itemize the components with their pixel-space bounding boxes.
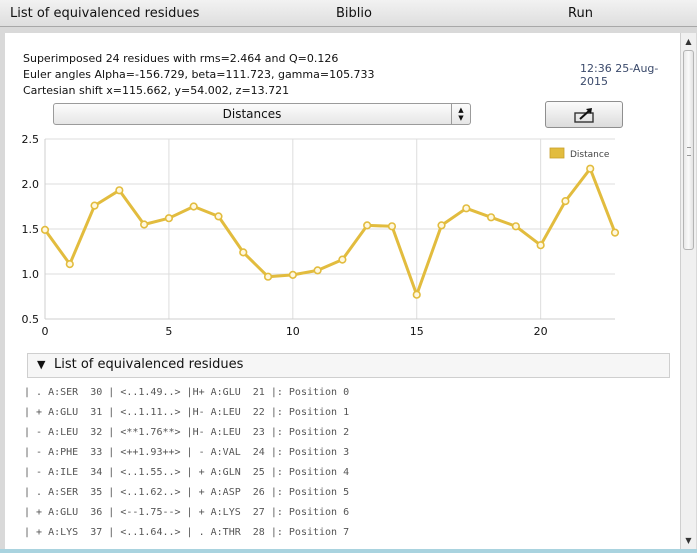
data-point bbox=[561, 196, 570, 206]
data-point bbox=[462, 204, 471, 213]
menu-item-run[interactable]: Run bbox=[568, 6, 593, 21]
data-point bbox=[239, 248, 248, 257]
select-arrows-icon: ▲ ▼ bbox=[451, 104, 470, 124]
y-tick-label: 1.0 bbox=[22, 268, 40, 281]
vertical-scrollbar[interactable]: ▲ ▼ bbox=[680, 33, 696, 549]
residue-row: | + A:GLU 31 | <..1.11..> |H- A:LEU 22 |… bbox=[24, 407, 350, 418]
plot-type-value: Distances bbox=[222, 107, 282, 121]
residue-row: | - A:ILE 34 | <..1.55..> | + A:GLN 25 |… bbox=[24, 467, 350, 478]
scroll-down-icon[interactable]: ▼ bbox=[685, 536, 692, 545]
superposition-summary: Superimposed 24 residues with rms=2.464 … bbox=[23, 51, 375, 99]
data-point bbox=[363, 221, 372, 230]
legend-label: Distance bbox=[570, 150, 610, 160]
summary-line-rms: Superimposed 24 residues with rms=2.464 … bbox=[23, 52, 339, 65]
data-point bbox=[437, 221, 446, 230]
data-point bbox=[511, 222, 520, 231]
scrollbar-thumb[interactable] bbox=[683, 50, 694, 250]
menu-item-biblio[interactable]: Biblio bbox=[336, 6, 372, 21]
data-point bbox=[164, 214, 174, 223]
x-tick-label: 15 bbox=[410, 325, 424, 338]
menu-bar: List of equivalenced residues Biblio Run bbox=[0, 0, 697, 27]
data-point bbox=[115, 186, 124, 195]
x-tick-label: 5 bbox=[165, 325, 172, 338]
residue-row: | - A:LEU 32 | <**1.76**> |H- A:LEU 23 |… bbox=[24, 427, 350, 438]
data-point bbox=[288, 270, 297, 279]
data-point bbox=[40, 225, 50, 234]
menu-item-equivalence[interactable]: List of equivalenced residues bbox=[10, 6, 200, 21]
legend-swatch bbox=[549, 147, 565, 159]
residue-list: | . A:SER 30 | <..1.49..> |H+ A:GLU 21 |… bbox=[24, 383, 349, 543]
data-point bbox=[387, 222, 397, 231]
y-tick-label: 2.5 bbox=[22, 133, 40, 146]
data-point bbox=[536, 241, 545, 250]
summary-line-shift: Cartesian shift x=115.662, y=54.002, z=1… bbox=[23, 84, 290, 97]
data-point bbox=[313, 266, 322, 275]
y-tick-label: 2.0 bbox=[22, 178, 40, 191]
data-point bbox=[412, 290, 421, 299]
residue-list-toggle[interactable]: ▼ List of equivalenced residues bbox=[27, 353, 670, 378]
residue-list-title: List of equivalenced residues bbox=[54, 357, 244, 372]
data-point bbox=[65, 260, 74, 269]
plot-type-select[interactable]: Distances ▲ ▼ bbox=[53, 103, 471, 125]
export-arrow-icon bbox=[574, 108, 594, 123]
summary-line-euler: Euler angles Alpha=-156.729, beta=111.72… bbox=[23, 68, 375, 81]
data-point bbox=[338, 255, 347, 264]
y-tick-label: 0.5 bbox=[22, 313, 40, 326]
residue-row: | . A:SER 35 | <..1.62..> | + A:ASP 26 |… bbox=[24, 487, 350, 498]
x-tick-label: 0 bbox=[42, 325, 49, 338]
data-point bbox=[90, 201, 99, 210]
grip-icon bbox=[687, 147, 691, 156]
residue-row: | - A:PHE 33 | <++1.93++> | - A:VAL 24 |… bbox=[24, 447, 350, 458]
x-tick-label: 10 bbox=[286, 325, 300, 338]
x-tick-label: 20 bbox=[534, 325, 548, 338]
data-point bbox=[263, 272, 273, 281]
export-button[interactable] bbox=[545, 101, 623, 128]
scroll-up-icon[interactable]: ▲ bbox=[685, 37, 692, 46]
data-point bbox=[140, 220, 149, 229]
data-point bbox=[610, 228, 620, 237]
data-point bbox=[189, 202, 198, 211]
report-panel: Superimposed 24 residues with rms=2.464 … bbox=[5, 33, 680, 549]
timestamp: 12:36 25-Aug-2015 bbox=[580, 62, 659, 88]
distance-chart: 0.5 1.0 1.5 2.0 2.5 0 5 10 15 20 Distance bbox=[22, 133, 620, 338]
disclosure-triangle-icon: ▼ bbox=[37, 358, 46, 371]
data-point bbox=[586, 164, 595, 173]
residue-row: | . A:SER 30 | <..1.49..> |H+ A:GLU 21 |… bbox=[24, 387, 350, 398]
distance-series-line bbox=[43, 167, 617, 297]
data-point bbox=[214, 212, 223, 221]
data-point bbox=[486, 213, 496, 222]
residue-row: | + A:LYS 37 | <..1.64..> | . A:THR 28 |… bbox=[24, 527, 350, 538]
y-tick-label: 1.5 bbox=[22, 223, 40, 236]
bottom-strip bbox=[0, 549, 697, 553]
residue-row: | + A:GLU 36 | <--1.75--> | + A:LYS 27 |… bbox=[24, 507, 350, 518]
